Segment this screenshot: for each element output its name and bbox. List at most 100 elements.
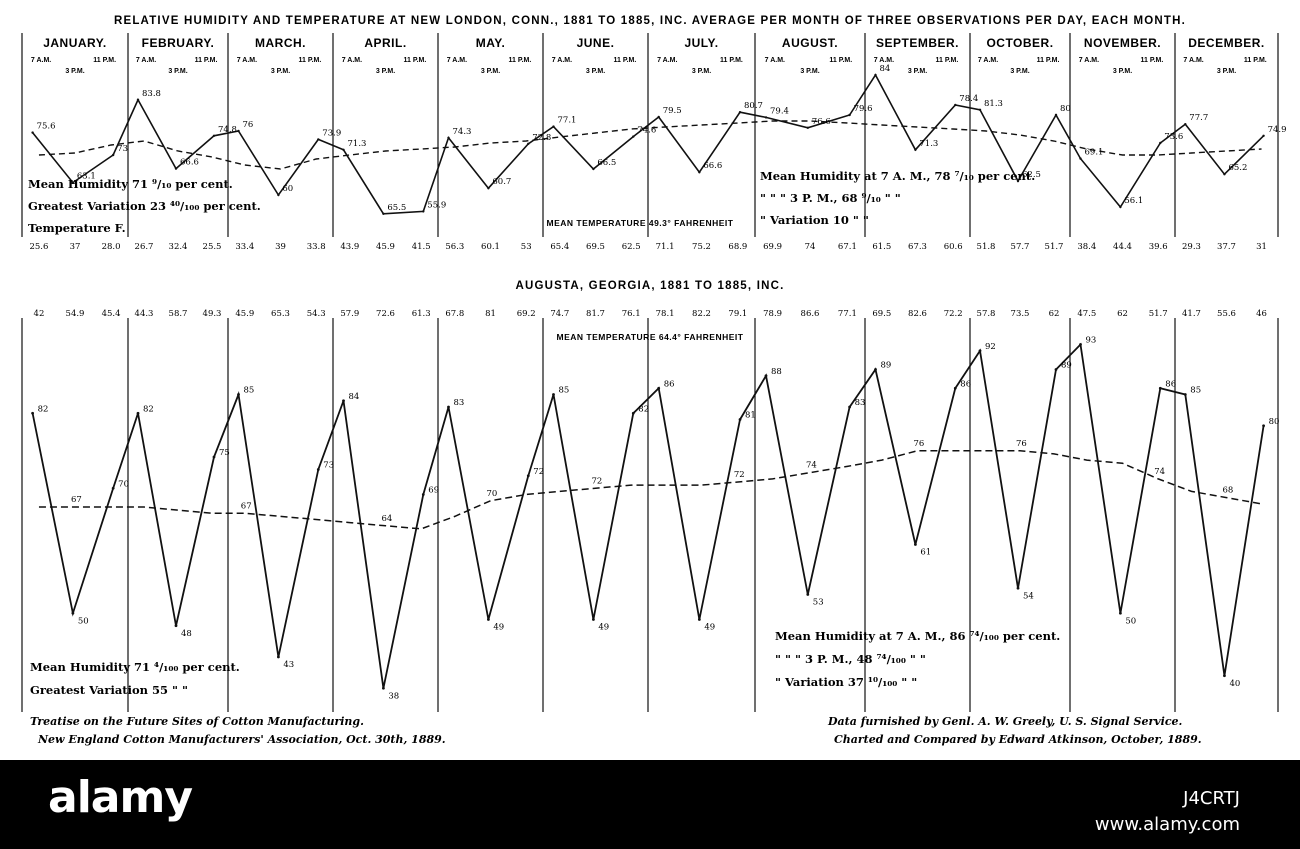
new-london-temperature-value: 33.8 [307, 242, 326, 252]
new-london-temperature-value: 25.5 [203, 242, 222, 252]
augusta-temperature-value: 82.2 [692, 309, 711, 319]
new-london-humidity-point-label: 74.6 [637, 126, 656, 136]
augusta-mean-point-label: 70 [487, 489, 498, 499]
new-london-obs-11pm: 11 P.M. [1244, 57, 1267, 64]
augusta-humidity-point-label: 83 [855, 398, 866, 408]
augusta-temperature-value: 61.3 [412, 309, 431, 319]
new-london-temperature-value: 29.3 [1182, 242, 1201, 252]
new-london-humidity-point [487, 187, 490, 190]
new-london-obs-3pm: 3 P.M. [586, 68, 605, 75]
new-london-temperature-value: 62.5 [622, 242, 641, 252]
footer-association: New England Cotton Manufacturers' Associ… [37, 733, 446, 746]
augusta-temperature-value: 51.7 [1149, 309, 1168, 319]
new-london-left-notes: Mean Humidity 71 ⁹/₁₀ per cent. Greatest… [28, 177, 261, 235]
augusta-humidity-point-label: 80 [1269, 417, 1280, 427]
augusta-humidity-point-label: 82 [38, 404, 49, 414]
augusta-humidity-point-label: 92 [985, 342, 996, 352]
augusta-humidity-point [1262, 424, 1265, 428]
augusta-note-mean-humidity: Mean Humidity 71 ⁴/₁₀₀ per cent. [30, 660, 240, 674]
new-london-humidity-line [31, 73, 1265, 215]
new-london-humidity-point [342, 148, 345, 151]
new-london-note-variation: " Variation 10 " " [760, 213, 869, 227]
augusta-mean-point-label: 72 [592, 476, 603, 486]
new-london-humidity-point-label: 63.1 [77, 172, 96, 182]
new-london-obs-3pm: 3 P.M. [1113, 68, 1132, 75]
new-london-humidity-point-label: 75.6 [37, 122, 56, 132]
new-london-humidity-point [111, 153, 115, 157]
augusta-humidity-point-label: 89 [881, 361, 892, 371]
augusta-humidity-point-label: 50 [1125, 616, 1136, 626]
watermark-bar [0, 760, 1300, 849]
augusta-series [31, 342, 1265, 690]
augusta-humidity-point [1183, 393, 1187, 396]
augusta-humidity-point [277, 655, 280, 659]
new-london-obs-3pm: 3 P.M. [481, 68, 500, 75]
augusta-temperature-value: 74.7 [550, 309, 569, 319]
augusta-humidity-point [31, 411, 34, 415]
new-london-temperature-value: 32.4 [169, 242, 188, 252]
new-london-obs-11pm: 11 P.M. [508, 57, 531, 64]
watermark-site: www.alamy.com [1094, 814, 1240, 836]
new-london-obs-7am: 7 A.M. [1183, 57, 1203, 64]
new-london-temperature-value: 43.9 [340, 242, 359, 252]
new-london-temperature-value: 37.7 [1217, 242, 1236, 252]
augusta-note-variation: " Variation 37 ¹⁰/₁₀₀ " " [775, 675, 917, 689]
new-london-note-temperature: Temperature F. [28, 221, 126, 235]
new-london-humidity-point [31, 131, 34, 134]
new-london-temperature-value: 37 [70, 242, 81, 252]
new-london-mean-temperature: MEAN TEMPERATURE 49.3° FAHRENHEIT [547, 218, 734, 228]
new-london-chart-title: RELATIVE HUMIDITY AND TEMPERATURE AT NEW… [114, 15, 1186, 27]
augusta-temperature-value: 69.5 [872, 309, 891, 319]
augusta-humidity-point-label: 86 [960, 379, 971, 389]
new-london-note-mean-humidity: Mean Humidity 71 ⁹/₁₀ per cent. [28, 177, 233, 191]
augusta-temperature-value: 57.8 [977, 309, 996, 319]
augusta-temperature-value: 62 [1049, 309, 1060, 319]
new-london-obs-3pm: 3 P.M. [376, 68, 395, 75]
augusta-humidity-point [316, 468, 320, 471]
watermark-id: J4CRTJ www.alamy.com [1095, 786, 1240, 838]
augusta-temperature-value: 69.2 [517, 309, 536, 319]
augusta-humidity-point [1158, 386, 1162, 390]
new-london-humidity-point-label: 73.9 [322, 128, 341, 138]
new-london-humidity-point-label: 76.6 [812, 117, 831, 127]
augusta-temperature-value: 65.3 [271, 309, 290, 319]
new-london-humidity-point [527, 142, 530, 145]
augusta-humidity-point [978, 349, 982, 353]
new-london-month-label: AUGUST. [782, 36, 838, 50]
new-london-obs-3pm: 3 P.M. [692, 68, 711, 75]
augusta-humidity-point-label: 82 [638, 404, 649, 414]
augusta-humidity-point-label: 84 [349, 392, 360, 402]
new-london-obs-3pm: 3 P.M. [168, 68, 187, 75]
augusta-humidity-line [31, 342, 1265, 689]
augusta-temperature-value: 72.6 [376, 309, 395, 319]
new-london-temperature-value: 68.9 [728, 242, 747, 252]
augusta-humidity-point [487, 618, 490, 621]
augusta-mean-point-label: 76 [914, 439, 925, 449]
new-london-obs-3pm: 3 P.M. [1010, 68, 1029, 75]
new-london-humidity-point [237, 129, 240, 133]
new-london-humidity-point [174, 167, 178, 170]
new-london-temperature-value: 45.9 [376, 242, 395, 252]
augusta-temperature-value: 72.2 [944, 309, 963, 319]
augusta-mean-point-label: 67 [71, 495, 82, 505]
new-london-temperature-value: 51.7 [1045, 242, 1064, 252]
augusta-humidity-point-label: 53 [813, 598, 824, 608]
augusta-humidity-point [764, 374, 768, 378]
augusta-mean-point-label: 68 [1223, 486, 1234, 496]
new-london-month-label: NOVEMBER. [1084, 36, 1161, 50]
new-london-obs-11pm: 11 P.M. [195, 57, 218, 64]
augusta-humidity-point-label: 48 [181, 629, 192, 639]
augusta-humidity-point-label: 81 [745, 411, 756, 421]
augusta-mean-temperature: MEAN TEMPERATURE 64.4° FAHRENHEIT [557, 332, 744, 342]
augusta-humidity-point-label: 85 [244, 386, 255, 396]
new-london-humidity-point-label: 74.9 [1268, 125, 1287, 135]
augusta-temperature-value: 82.6 [908, 309, 927, 319]
augusta-humidity-point-label: 54 [1023, 591, 1034, 601]
augusta-humidity-point-label: 82 [143, 404, 154, 414]
new-london-obs-3pm: 3 P.M. [800, 68, 819, 75]
augusta-temperature-value: 45.9 [235, 309, 254, 319]
augusta-humidity-point-label: 89 [1061, 361, 1072, 371]
new-london-humidity-point [954, 103, 957, 107]
new-london-month-label: JANUARY. [43, 36, 107, 50]
new-london-humidity-point [136, 98, 140, 102]
